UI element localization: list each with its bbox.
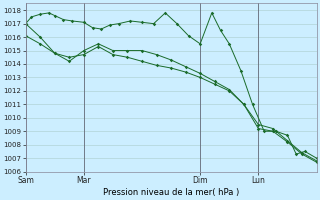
X-axis label: Pression niveau de la mer( hPa ): Pression niveau de la mer( hPa ) <box>103 188 239 197</box>
